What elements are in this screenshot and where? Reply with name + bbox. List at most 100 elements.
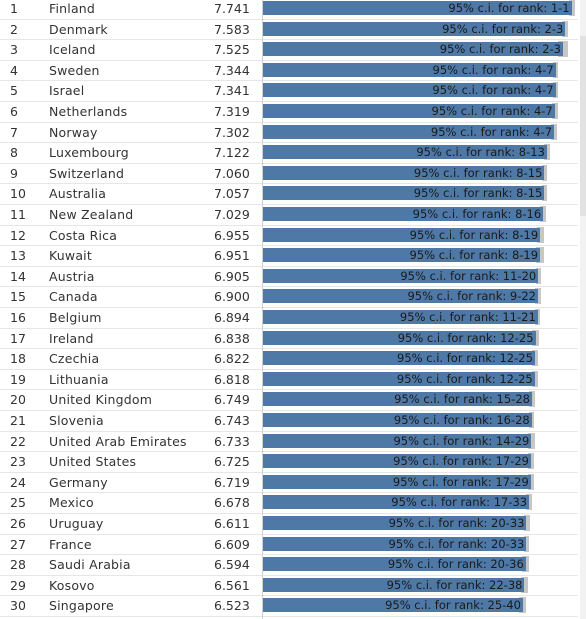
table-row[interactable]: 13 Kuwait 6.951 95% c.i. for rank: 8-19 xyxy=(0,246,578,267)
score-bar[interactable] xyxy=(262,392,532,407)
confidence-interval-band xyxy=(541,164,548,181)
score-bar[interactable] xyxy=(262,248,541,263)
score-bar[interactable] xyxy=(262,557,526,572)
score-bar[interactable] xyxy=(262,474,531,489)
table-row[interactable]: 9 Switzerland 7.060 95% c.i. for rank: 8-15 xyxy=(0,164,578,185)
table-row[interactable]: 24 Germany 6.719 95% c.i. for rank: 17-29 xyxy=(0,473,578,494)
table-row[interactable]: 29 Kosovo 6.561 95% c.i. for rank: 22-38 xyxy=(0,576,578,597)
country-cell: United States xyxy=(49,454,137,470)
score-bar[interactable] xyxy=(262,495,530,510)
confidence-interval-band xyxy=(540,206,547,222)
table-row[interactable]: 20 United Kingdom 6.749 95% c.i. for rank: … xyxy=(0,390,578,411)
scrollbar-thumb[interactable] xyxy=(580,36,586,216)
table-row[interactable]: 14 Austria 6.905 95% c.i. for rank: 11-20 xyxy=(0,267,578,288)
rank-cell: 18 xyxy=(10,351,26,367)
table-row[interactable]: 8 Luxembourg 7.122 95% c.i. for rank: 8-13 xyxy=(0,143,578,164)
country-cell: Austria xyxy=(49,268,95,284)
table-row[interactable]: 18 Czechia 6.822 95% c.i. for rank: 12-25 xyxy=(0,349,578,370)
ci-rank-label: 95% c.i. for rank: 22-38 xyxy=(386,577,523,592)
score-bar[interactable] xyxy=(262,310,538,324)
bar-track: 95% c.i. for rank: 11-21 xyxy=(262,308,578,328)
table-row[interactable]: 6 Netherlands 7.319 95% c.i. for rank: 4-7 xyxy=(0,102,578,123)
table-row[interactable]: 3 Iceland 7.525 95% c.i. for rank: 2-3 xyxy=(0,40,578,61)
rank-cell: 27 xyxy=(10,536,26,552)
bar-track: 95% c.i. for rank: 20-33 xyxy=(262,514,578,534)
bar-track: 95% c.i. for rank: 20-36 xyxy=(262,555,578,575)
confidence-interval-band xyxy=(528,432,535,449)
table-row[interactable]: 11 New Zealand 7.029 95% c.i. for rank: 8-1… xyxy=(0,205,578,226)
score-bar[interactable] xyxy=(262,145,547,160)
score-bar[interactable] xyxy=(262,62,556,77)
score-cell: 7.741 xyxy=(214,1,250,16)
score-cell: 6.749 xyxy=(214,392,250,408)
score-bar[interactable] xyxy=(262,413,532,427)
table-row[interactable]: 16 Belgium 6.894 95% c.i. for rank: 11-21 xyxy=(0,308,578,329)
score-bar[interactable] xyxy=(262,21,566,36)
score-bar[interactable] xyxy=(262,104,555,118)
score-cell: 6.955 xyxy=(214,227,250,243)
score-bar[interactable] xyxy=(262,433,532,448)
score-bar[interactable] xyxy=(262,577,525,592)
rank-cell: 6 xyxy=(10,104,18,119)
score-bar[interactable] xyxy=(262,454,531,469)
table-row[interactable]: 1 Finland 7.741 95% c.i. for rank: 1-1 xyxy=(0,0,578,20)
ci-rank-label: 95% c.i. for rank: 8-15 xyxy=(413,186,543,201)
ci-rank-label: 95% c.i. for rank: 8-16 xyxy=(412,207,542,221)
score-cell: 6.678 xyxy=(214,495,250,511)
table-row[interactable]: 25 Mexico 6.678 95% c.i. for rank: 17-33 xyxy=(0,493,578,514)
ci-rank-label: 95% c.i. for rank: 16-28 xyxy=(393,413,530,427)
table-row[interactable]: 26 Uruguay 6.611 95% c.i. for rank: 20-33 xyxy=(0,514,578,535)
score-bar[interactable] xyxy=(262,289,538,304)
table-row[interactable]: 19 Lithuania 6.818 95% c.i. for rank: 12-25 xyxy=(0,370,578,391)
country-cell: New Zealand xyxy=(49,207,134,222)
bar-track: 95% c.i. for rank: 8-13 xyxy=(262,143,578,163)
score-cell: 6.894 xyxy=(214,310,250,325)
score-bar[interactable] xyxy=(262,268,539,283)
score-bar[interactable] xyxy=(262,165,545,180)
confidence-interval-band xyxy=(532,350,538,367)
score-bar[interactable] xyxy=(262,598,523,613)
country-cell: Czechia xyxy=(49,351,100,367)
score-bar[interactable] xyxy=(262,207,544,221)
vertical-scrollbar[interactable] xyxy=(580,0,586,619)
score-bar[interactable] xyxy=(262,42,563,57)
table-row[interactable]: 17 Ireland 6.838 95% c.i. for rank: 12-25 xyxy=(0,329,578,350)
score-bar[interactable] xyxy=(262,536,527,551)
score-bar[interactable] xyxy=(262,330,536,345)
score-bar[interactable] xyxy=(262,227,541,242)
table-row[interactable]: 5 Israel 7.341 95% c.i. for rank: 4-7 xyxy=(0,81,578,102)
table-row[interactable]: 27 France 6.609 95% c.i. for rank: 20-33 xyxy=(0,535,578,556)
rank-cell: 16 xyxy=(10,310,26,325)
table-row[interactable]: 15 Canada 6.900 95% c.i. for rank: 9-22 xyxy=(0,287,578,308)
bar-track: 95% c.i. for rank: 11-20 xyxy=(262,267,578,287)
score-bar[interactable] xyxy=(262,124,555,139)
table-row[interactable]: 12 Costa Rica 6.955 95% c.i. for rank: 8-19 xyxy=(0,226,578,247)
score-bar[interactable] xyxy=(262,351,535,366)
table-row[interactable]: 22 United Arab Emirates 6.733 95% c.i. for … xyxy=(0,432,578,453)
score-bar[interactable] xyxy=(262,83,556,98)
table-row[interactable]: 28 Saudi Arabia 6.594 95% c.i. for rank: 20… xyxy=(0,555,578,576)
ci-rank-label: 95% c.i. for rank: 20-33 xyxy=(388,536,525,551)
table-row[interactable]: 23 United States 6.725 95% c.i. for rank: 1… xyxy=(0,452,578,473)
score-bar[interactable] xyxy=(262,371,535,386)
ci-rank-label: 95% c.i. for rank: 17-29 xyxy=(392,474,529,489)
score-cell: 7.057 xyxy=(214,186,250,202)
table-row[interactable]: 21 Slovenia 6.743 95% c.i. for rank: 16-28 xyxy=(0,411,578,432)
table-row[interactable]: 10 Australia 7.057 95% c.i. for rank: 8-15 xyxy=(0,184,578,205)
bar-track: 95% c.i. for rank: 15-28 xyxy=(262,390,578,410)
ci-rank-label: 95% c.i. for rank: 20-36 xyxy=(387,557,524,572)
table-row[interactable]: 4 Sweden 7.344 95% c.i. for rank: 4-7 xyxy=(0,61,578,82)
score-bar[interactable] xyxy=(262,1,572,15)
country-cell: Iceland xyxy=(49,42,96,58)
score-bar[interactable] xyxy=(262,186,545,201)
confidence-interval-band xyxy=(568,0,575,16)
rank-cell: 5 xyxy=(10,83,18,99)
rank-cell: 4 xyxy=(10,62,18,78)
ci-rank-label: 95% c.i. for rank: 8-19 xyxy=(409,248,539,263)
score-bar[interactable] xyxy=(262,516,527,530)
bar-track: 95% c.i. for rank: 12-25 xyxy=(262,349,578,369)
country-cell: Uruguay xyxy=(49,516,104,531)
table-row[interactable]: 30 Singapore 6.523 95% c.i. for rank: 25-40 xyxy=(0,596,578,617)
table-row[interactable]: 7 Norway 7.302 95% c.i. for rank: 4-7 xyxy=(0,123,578,144)
table-row[interactable]: 2 Denmark 7.583 95% c.i. for rank: 2-3 xyxy=(0,20,578,41)
